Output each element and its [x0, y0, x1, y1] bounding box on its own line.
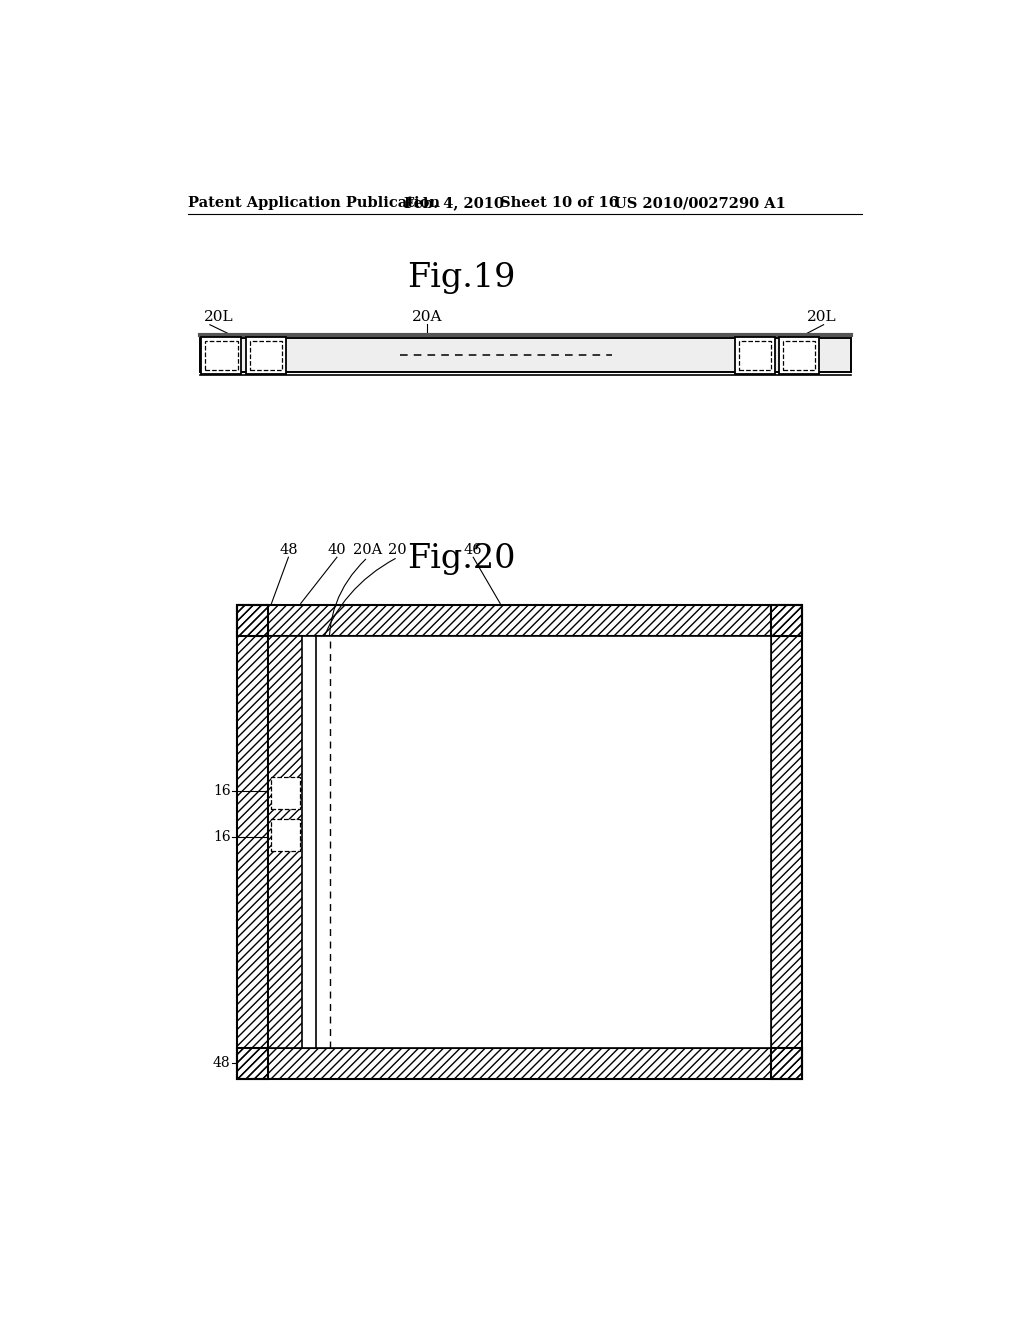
Bar	[271, 818, 300, 851]
Text: 48: 48	[280, 544, 298, 557]
Bar	[246, 337, 286, 374]
Text: 40: 40	[328, 544, 346, 557]
Bar	[739, 341, 771, 370]
Text: Sheet 10 of 16: Sheet 10 of 16	[500, 197, 620, 210]
Text: Feb. 4, 2010: Feb. 4, 2010	[403, 197, 504, 210]
Bar	[237, 605, 267, 1078]
Bar	[250, 341, 283, 370]
Text: 20L: 20L	[807, 310, 837, 323]
Bar	[782, 341, 815, 370]
Bar	[237, 605, 802, 636]
Text: 16: 16	[213, 830, 230, 843]
Text: 48: 48	[213, 1056, 230, 1071]
Bar	[237, 605, 267, 1078]
Bar	[271, 776, 300, 809]
Text: 16: 16	[213, 784, 230, 797]
Text: Patent Application Publication: Patent Application Publication	[188, 197, 440, 210]
Text: 20L: 20L	[204, 310, 233, 323]
Bar	[237, 1048, 802, 1078]
Text: 20: 20	[388, 544, 408, 557]
Bar	[267, 636, 302, 1048]
Bar	[267, 636, 771, 1048]
Text: 20A: 20A	[353, 544, 382, 557]
Bar	[735, 337, 775, 374]
Bar	[200, 338, 851, 372]
Bar	[205, 341, 238, 370]
Bar	[779, 337, 819, 374]
Text: Fig.20: Fig.20	[408, 543, 516, 574]
Bar	[771, 605, 802, 1078]
Bar	[237, 605, 802, 636]
Bar	[237, 1048, 802, 1078]
Text: US 2010/0027290 A1: US 2010/0027290 A1	[614, 197, 786, 210]
Bar	[771, 605, 802, 1078]
Text: 46: 46	[464, 544, 482, 557]
Text: Fig.19: Fig.19	[408, 261, 516, 294]
Bar	[202, 337, 242, 374]
Text: 20A: 20A	[412, 310, 442, 323]
